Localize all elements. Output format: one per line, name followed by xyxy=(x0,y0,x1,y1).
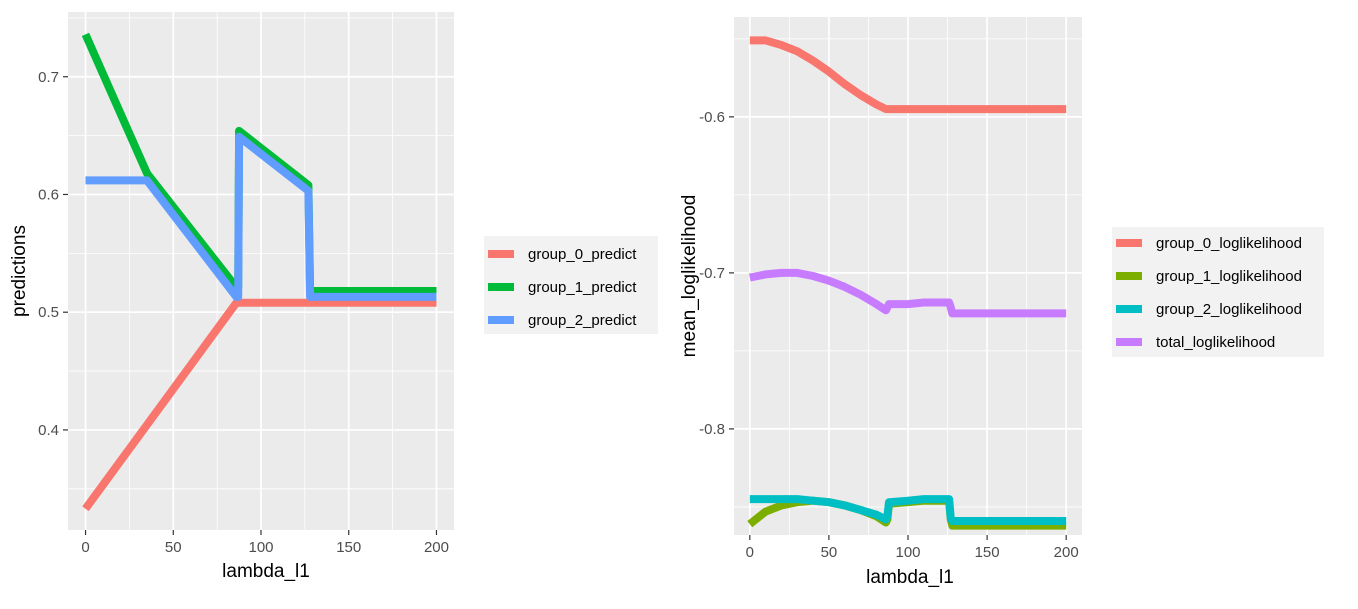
y-tick-label: -0.6 xyxy=(699,109,725,126)
legend-label-group_1_predict: group_1_predict xyxy=(528,279,637,296)
series-line-group_0_loglikelihood xyxy=(749,36,1067,114)
x-tick-label: 50 xyxy=(165,539,182,556)
y-tick-label: 0.6 xyxy=(38,186,59,203)
series-line-total_loglikelihood xyxy=(749,268,1067,318)
y-axis-title: predictions xyxy=(9,225,30,317)
series-line-group_2_loglikelihood xyxy=(749,495,1067,525)
series-lines xyxy=(81,32,437,512)
chart-predictions: 0 50 100 150 200 0.4 0.5 0.6 0.7 lambda_l1 pred… xyxy=(9,12,658,582)
x-tick-marks: 0 50 100 150 200 xyxy=(81,530,449,556)
legend-label-group_1_loglikelihood: group_1_loglikelihood xyxy=(1156,268,1302,285)
x-tick-label: 200 xyxy=(1054,544,1079,561)
x-tick-label: 50 xyxy=(821,544,838,561)
y-tick-label: -0.8 xyxy=(699,421,725,438)
x-tick-label: 0 xyxy=(746,544,754,561)
x-tick-label: 150 xyxy=(336,539,361,556)
y-tick-label: -0.7 xyxy=(699,265,725,282)
y-tick-marks: -0.8 -0.7 -0.6 xyxy=(699,109,734,438)
y-tick-label: 0.4 xyxy=(38,422,59,439)
x-tick-label: 100 xyxy=(248,539,273,556)
legend: group_0_predict group_1_predict group_2_pr… xyxy=(484,236,658,334)
x-axis-title: lambda_l1 xyxy=(866,567,954,588)
x-tick-label: 150 xyxy=(975,544,1000,561)
chart-loglikelihood: 0 50 100 150 200 -0.8 -0.7 -0.6 lambda_l1 mean… xyxy=(679,17,1324,588)
y-axis-title: mean_loglikelihood xyxy=(679,195,700,358)
x-tick-label: 200 xyxy=(424,539,449,556)
legend: group_0_loglikelihood group_1_loglikeliho… xyxy=(1112,227,1324,357)
series-line-group_0_predict xyxy=(82,298,437,512)
legend-label-total_loglikelihood: total_loglikelihood xyxy=(1156,334,1275,351)
series-line-group_2_predict xyxy=(85,132,437,301)
legend-label-group_0_loglikelihood: group_0_loglikelihood xyxy=(1156,235,1302,252)
legend-label-group_2_predict: group_2_predict xyxy=(528,312,637,329)
legend-background xyxy=(1112,227,1324,357)
major-gridlines xyxy=(68,12,454,530)
x-tick-label: 100 xyxy=(895,544,920,561)
y-tick-label: 0.5 xyxy=(38,304,59,321)
series-lines xyxy=(747,36,1067,530)
y-tick-label: 0.7 xyxy=(38,69,59,86)
legend-label-group_2_loglikelihood: group_2_loglikelihood xyxy=(1156,301,1302,318)
x-tick-marks: 0 50 100 150 200 xyxy=(746,535,1079,561)
legend-label-group_0_predict: group_0_predict xyxy=(528,246,637,263)
y-tick-marks: 0.4 0.5 0.6 0.7 xyxy=(38,69,68,439)
x-axis-title: lambda_l1 xyxy=(222,561,310,582)
x-tick-label: 0 xyxy=(81,539,89,556)
